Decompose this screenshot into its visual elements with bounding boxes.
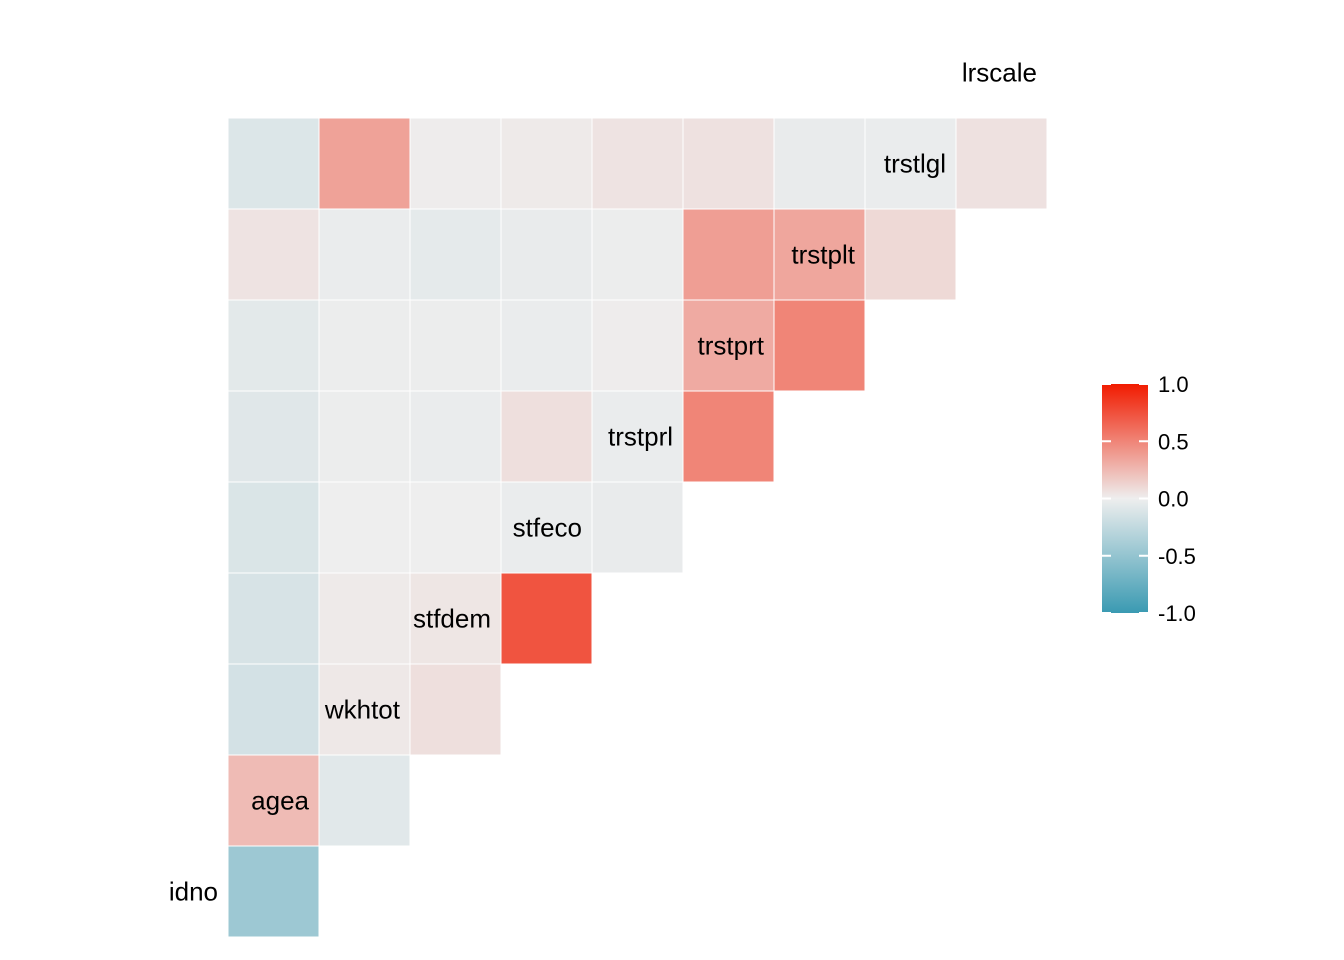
heatmap-cell-trstplt-trstprl xyxy=(682,299,775,392)
variable-label-trstprt: trstprt xyxy=(698,331,765,361)
heatmap-cell-trstprt-stfeco xyxy=(591,390,684,483)
heatmap-cell-trstplt-stfdem xyxy=(500,299,593,392)
heatmap-cell-trstprt-stfdem xyxy=(500,390,593,483)
variable-labels: idno agea wkhtot stfdem stfeco trstprl trstprt… xyxy=(169,58,1037,907)
heatmap-cell-trstprl-stfeco xyxy=(591,481,684,574)
heatmap-cell-trstplt-idno xyxy=(227,299,320,392)
heatmap-cell-lrscale-stfdem xyxy=(500,117,593,210)
heatmap-cell-trstprl-stfdem xyxy=(500,481,593,574)
variable-label-trstplt: trstplt xyxy=(791,240,855,270)
heatmap-cell-trstplt-agea xyxy=(318,299,411,392)
heatmap-cell-trstprt-idno xyxy=(227,390,320,483)
legend-tick-label: -1.0 xyxy=(1158,601,1196,626)
variable-label-wkhtot: wkhtot xyxy=(324,695,401,725)
heatmap-cell-stfeco-idno xyxy=(227,572,320,665)
heatmap-cell-trstlgl-wkhtot xyxy=(409,208,502,301)
heatmap-cell-agea-idno xyxy=(227,845,320,938)
heatmap-cell-trstplt-trstprt xyxy=(773,299,866,392)
heatmap-cell-trstplt-stfeco xyxy=(591,299,684,392)
heatmap-cell-lrscale-trstplt xyxy=(864,117,957,210)
heatmap-cell-wkhtot-agea xyxy=(318,754,411,847)
heatmap-cell-wkhtot-idno xyxy=(227,754,320,847)
heatmap-cell-lrscale-stfeco xyxy=(591,117,684,210)
legend-tick-label: 0.0 xyxy=(1158,487,1189,512)
variable-label-stfeco: stfeco xyxy=(513,513,582,543)
heatmap-cell-lrscale-trstlgl xyxy=(955,117,1048,210)
heatmap-cell-stfdem-agea xyxy=(318,663,411,756)
heatmap-cell-trstprl-idno xyxy=(227,481,320,574)
heatmap-cell-lrscale-wkhtot xyxy=(409,117,502,210)
legend-tick-label: 0.5 xyxy=(1158,429,1189,454)
heatmap-cell-lrscale-trstprl xyxy=(682,117,775,210)
heatmap-cell-stfdem-wkhtot xyxy=(409,663,502,756)
heatmap-cells xyxy=(227,117,1048,938)
heatmap-cell-lrscale-idno xyxy=(227,117,320,210)
heatmap-cell-trstprt-trstprl xyxy=(682,390,775,483)
variable-label-stfdem: stfdem xyxy=(413,604,491,634)
heatmap-cell-trstprt-agea xyxy=(318,390,411,483)
color-legend: 1.0 0.5 0.0 -0.5 -1.0 xyxy=(1102,372,1196,626)
heatmap-cell-trstlgl-agea xyxy=(318,208,411,301)
heatmap-cell-stfeco-stfdem xyxy=(500,572,593,665)
variable-label-trstlgl: trstlgl xyxy=(884,149,946,179)
heatmap-cell-lrscale-agea xyxy=(318,117,411,210)
variable-label-agea: agea xyxy=(251,786,309,816)
legend-tick-label: 1.0 xyxy=(1158,372,1189,397)
heatmap-cell-trstlgl-trstprt xyxy=(773,208,866,301)
heatmap-cell-trstlgl-idno xyxy=(227,208,320,301)
variable-label-trstprl: trstprl xyxy=(608,422,673,452)
heatmap-cell-trstprt-wkhtot xyxy=(409,390,502,483)
legend-tick-label: -0.5 xyxy=(1158,544,1196,569)
legend-ticks: 1.0 0.5 0.0 -0.5 -1.0 xyxy=(1102,372,1196,626)
variable-label-lrscale: lrscale xyxy=(962,58,1037,88)
heatmap-cell-trstlgl-stfeco xyxy=(591,208,684,301)
heatmap-cell-trstlgl-trstprl xyxy=(682,208,775,301)
heatmap-cell-trstprl-agea xyxy=(318,481,411,574)
heatmap-cell-lrscale-trstprt xyxy=(773,117,866,210)
variable-label-idno: idno xyxy=(169,877,218,907)
heatmap-cell-stfdem-idno xyxy=(227,663,320,756)
heatmap-cell-trstplt-wkhtot xyxy=(409,299,502,392)
heatmap-cell-trstprl-wkhtot xyxy=(409,481,502,574)
heatmap-cell-trstlgl-trstplt xyxy=(864,208,957,301)
heatmap-cell-trstlgl-stfdem xyxy=(500,208,593,301)
heatmap-cell-stfeco-agea xyxy=(318,572,411,665)
